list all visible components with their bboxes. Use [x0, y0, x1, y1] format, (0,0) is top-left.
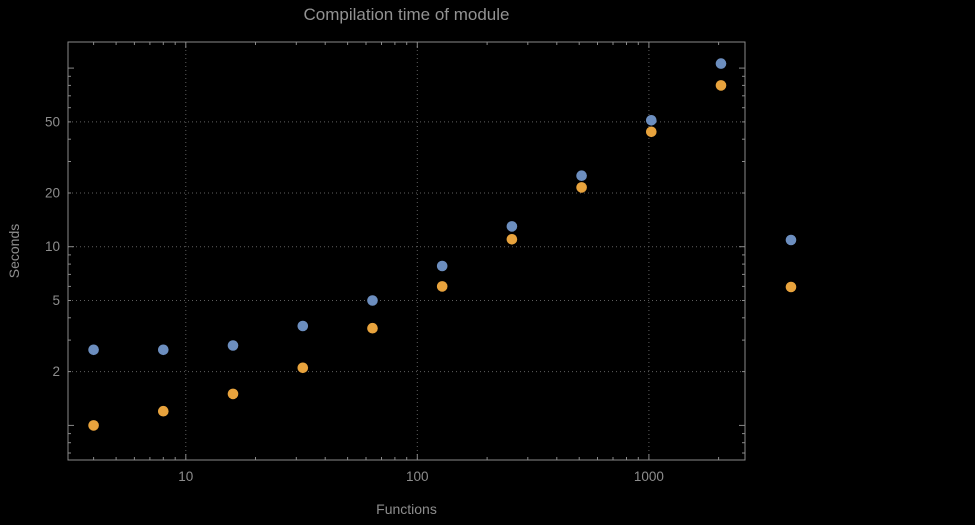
data-point-series-2: [715, 80, 727, 91]
chart-title: Compilation time of module: [303, 5, 510, 24]
legend-marker-series-1: [785, 234, 797, 246]
y-tick-label: 20: [45, 186, 60, 201]
data-point-series-1: [88, 344, 99, 356]
data-point-series-2: [297, 362, 309, 374]
data-point-series-2: [367, 322, 378, 334]
data-point-series-1: [227, 340, 239, 351]
x-tick-label: 10: [178, 469, 193, 484]
data-point-series-1: [646, 115, 657, 126]
data-point-series-1: [576, 170, 587, 181]
data-point-series-2: [576, 182, 587, 193]
data-point-series-2: [158, 405, 169, 417]
y-tick-label: 2: [52, 364, 60, 379]
data-point-series-1: [158, 344, 169, 356]
data-point-series-1: [436, 260, 448, 272]
data-point-series-1: [297, 320, 309, 332]
y-tick-label: 10: [45, 239, 60, 254]
x-tick-label: 1000: [634, 469, 664, 484]
data-point-series-2: [227, 388, 239, 400]
data-point-series-1: [715, 58, 727, 69]
x-axis-label: Functions: [376, 501, 437, 517]
data-point-series-1: [506, 221, 518, 232]
plot-frame: [67, 41, 746, 461]
y-axis-label: Seconds: [6, 223, 22, 279]
y-tick-label: 50: [45, 114, 60, 129]
x-tick-label: 100: [406, 469, 429, 484]
data-point-series-2: [436, 281, 448, 292]
data-point-series-1: [367, 295, 378, 306]
y-tick-label: 5: [52, 293, 60, 308]
data-point-series-2: [646, 126, 657, 138]
data-point-series-2: [506, 234, 518, 245]
legend-marker-series-2: [785, 281, 797, 293]
data-point-series-2: [88, 420, 99, 431]
